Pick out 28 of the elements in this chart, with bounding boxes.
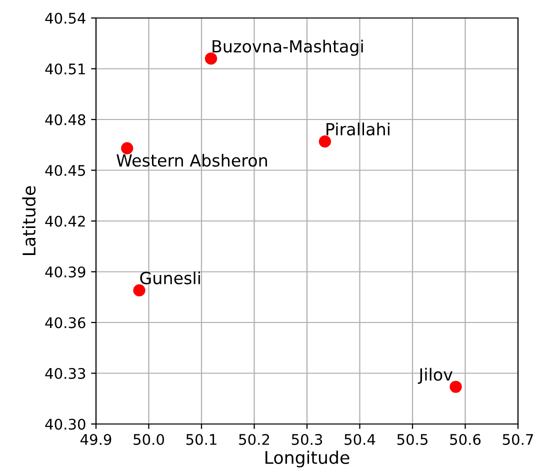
x-tick-label: 50.6	[450, 434, 481, 446]
y-axis-title: Latitude	[22, 186, 36, 256]
y-tick-label: 40.54	[45, 12, 86, 24]
annotation: Pirallahi	[326, 122, 390, 136]
annotation: Gunesli	[140, 271, 200, 284]
y-tick-label: 40.33	[45, 368, 86, 379]
point	[121, 142, 134, 154]
x-tick-label: 50.7	[502, 434, 533, 446]
x-tick-label: 50.2	[239, 434, 270, 446]
annotation: Jilov	[418, 368, 452, 384]
y-tick-label: 40.36	[45, 317, 86, 328]
point	[133, 284, 146, 296]
y-tick-label: 40.45	[45, 164, 86, 176]
annotation: Western Absheron	[116, 154, 267, 167]
x-tick-label: 50.0	[134, 434, 164, 446]
x-tick-label: 49.9	[80, 434, 112, 446]
y-tick-label: 40.48	[45, 114, 86, 126]
x-tick-label: 50.3	[292, 434, 322, 446]
y-tick-label: 40.30	[45, 418, 86, 430]
x-tick-label: 50.5	[397, 434, 428, 446]
y-tick-label: 40.51	[45, 63, 85, 74]
y-tick-label: 40.39	[45, 266, 86, 278]
annotation: Buzovna-Mashtagi	[212, 40, 363, 56]
x-axis-title: Longitude	[266, 450, 350, 468]
point	[318, 135, 332, 148]
x-tick-label: 50.4	[344, 434, 376, 446]
y-tick-label: 40.42	[45, 216, 85, 227]
x-tick-label: 50.1	[186, 434, 216, 446]
